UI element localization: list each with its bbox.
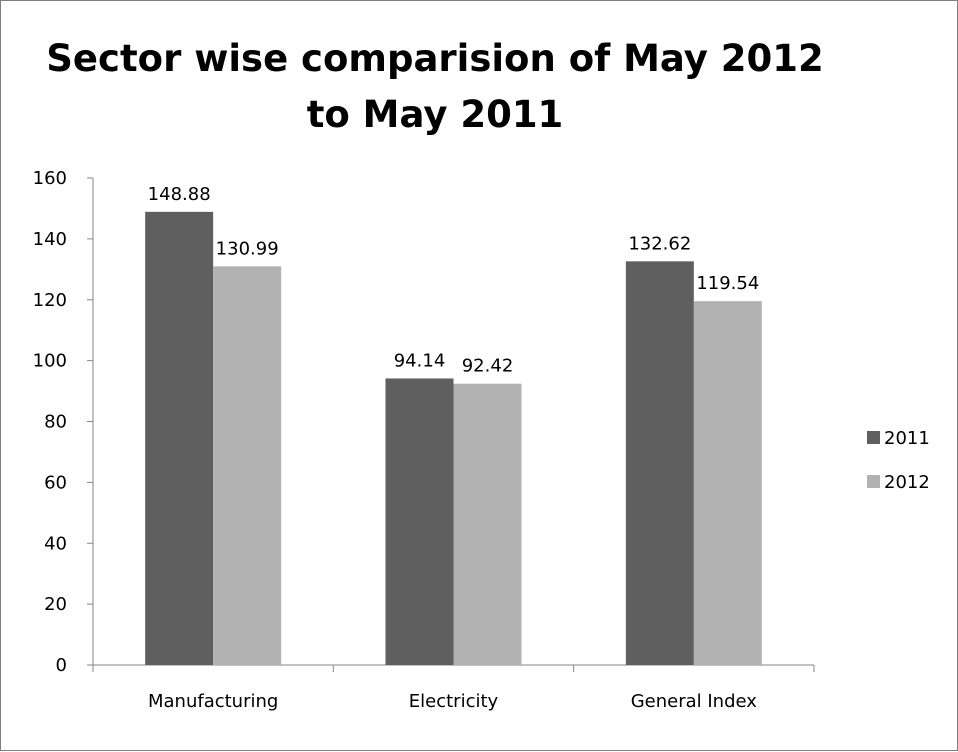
bar-2012-2 xyxy=(693,301,762,665)
y-tick-label: 80 xyxy=(44,412,67,433)
legend-label: 2012 xyxy=(884,472,930,493)
legend-swatch-2012 xyxy=(867,475,880,488)
data-label: 148.88 xyxy=(148,184,211,205)
data-label: 130.99 xyxy=(216,238,279,259)
y-tick-label: 0 xyxy=(56,655,67,676)
legend-label: 2011 xyxy=(884,428,930,449)
y-tick-label: 40 xyxy=(44,533,67,554)
y-tick-label: 20 xyxy=(44,594,67,615)
data-label: 92.42 xyxy=(462,356,514,377)
y-tick-label: 100 xyxy=(33,351,67,372)
bar-2012-0 xyxy=(213,266,282,665)
chart-title-line-1: Sector wise comparision of May 2012 xyxy=(46,37,824,80)
legend-swatch-2011 xyxy=(867,431,880,444)
bar-2011-2 xyxy=(625,261,694,665)
bar-2011-1 xyxy=(385,378,454,665)
x-category-label: Manufacturing xyxy=(148,691,278,712)
y-tick-label: 140 xyxy=(33,229,67,250)
data-label: 94.14 xyxy=(394,350,446,371)
y-tick-label: 120 xyxy=(33,290,67,311)
chart-title: Sector wise comparision of May 2012 to M… xyxy=(1,31,869,143)
bar-2011-0 xyxy=(145,211,214,665)
data-label: 119.54 xyxy=(696,273,759,294)
chart-title-line-2: to May 2011 xyxy=(306,93,564,136)
x-category-label: Electricity xyxy=(409,691,499,712)
bar-2012-1 xyxy=(453,383,522,665)
x-category-label: General Index xyxy=(631,691,758,712)
y-tick-label: 60 xyxy=(44,472,67,493)
y-tick-label: 160 xyxy=(33,168,67,189)
data-label: 132.62 xyxy=(628,233,691,254)
